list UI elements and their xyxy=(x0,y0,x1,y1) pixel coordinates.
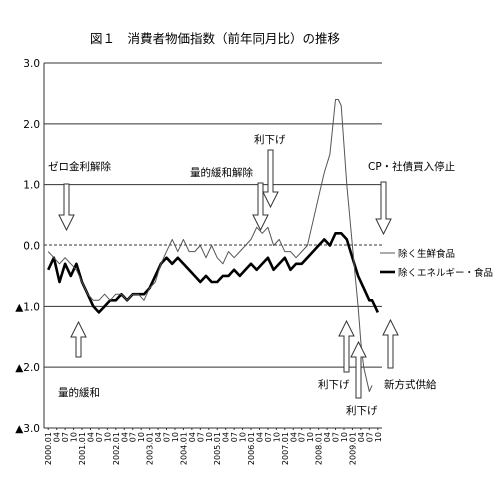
x-tick-label: 2003.01 xyxy=(146,432,155,465)
y-tick-label: ▲2.0 xyxy=(15,362,40,374)
x-tick-label: 10 xyxy=(103,432,112,442)
annotation-qe: 量的緩和 xyxy=(58,386,100,399)
x-tick-label: 04 xyxy=(323,432,332,442)
annotation-new-supply: 新方式供給 xyxy=(384,378,437,391)
x-tick-label: 07 xyxy=(95,432,104,442)
x-tick-label: 10 xyxy=(306,432,315,442)
x-tick-label: 04 xyxy=(154,432,163,442)
series-line-core-cpi xyxy=(47,99,373,392)
x-tick-label: 2001.01 xyxy=(78,432,87,465)
x-tick-label: 07 xyxy=(163,432,172,442)
x-tick-label: 10 xyxy=(239,432,248,442)
y-tick-label: 2.0 xyxy=(23,119,40,131)
x-tick-label: 04 xyxy=(289,432,298,442)
x-tick-label: 04 xyxy=(53,432,62,442)
annotations: ゼロ金利解除 量的緩和 量的緩和解除 利下げ CP・社債買入停止 利下げ 利下げ… xyxy=(48,134,455,417)
x-tick-label: 2006.01 xyxy=(247,432,256,465)
x-tick-label: 2008.01 xyxy=(315,432,324,465)
arrow-up-icon xyxy=(382,318,399,369)
x-tick-label: 04 xyxy=(222,432,231,442)
x-tick-label: 07 xyxy=(61,432,70,442)
x-tick-label: 2007.01 xyxy=(281,432,290,465)
x-tick-label: 2004.01 xyxy=(179,432,188,465)
arrow-up-icon xyxy=(350,340,367,399)
x-tick-label: 10 xyxy=(205,432,214,442)
x-tick-label: 2002.01 xyxy=(112,432,121,465)
y-tick-label: 3.0 xyxy=(23,58,40,70)
x-tick-label: 07 xyxy=(196,432,205,442)
x-tick-label: 04 xyxy=(120,432,129,442)
chart-title: 図１ 消費者物価指数（前年同月比）の推移 xyxy=(90,31,340,46)
annotation-zero-rate-exit: ゼロ金利解除 xyxy=(48,160,111,173)
y-axis-labels: 3.0 2.0 1.0 0.0 ▲1.0 ▲2.0 ▲3.0 xyxy=(15,58,40,435)
x-tick-label: 07 xyxy=(230,432,239,442)
x-tick-label: 10 xyxy=(137,432,146,442)
x-tick-label: 04 xyxy=(188,432,197,442)
x-tick-label: 07 xyxy=(332,432,341,442)
x-tick-label: 10 xyxy=(340,432,349,442)
arrow-up-icon xyxy=(70,320,87,358)
x-tick-label: 04 xyxy=(357,432,366,442)
x-axis-labels: 2000.01 04 07 10 2001.01 04 07 10 2002.01 04 07 10 2… xyxy=(44,428,383,465)
x-tick-label: 10 xyxy=(171,432,180,442)
x-tick-label: 04 xyxy=(255,432,264,442)
arrow-down-icon xyxy=(262,149,279,209)
annotation-rate-cut-2008a: 利下げ xyxy=(318,379,350,391)
y-tick-label: 1.0 xyxy=(23,180,40,192)
series-line-core-core-cpi xyxy=(47,232,379,314)
legend-label-core-core-cpi: 除くエネルギー・食品 xyxy=(398,267,493,279)
x-tick-label: 07 xyxy=(365,432,374,442)
x-tick-label: 10 xyxy=(70,432,79,442)
x-tick-label: 07 xyxy=(298,432,307,442)
x-tick-label: 07 xyxy=(264,432,273,442)
annotation-rate-cut-2008b: 利下げ xyxy=(346,405,378,417)
y-tick-label: 0.0 xyxy=(23,241,40,253)
legend-label-core-cpi: 除く生鮮食品 xyxy=(398,248,455,260)
annotation-cp-bond-stop: CP・社債買入停止 xyxy=(368,160,455,173)
arrow-down-icon xyxy=(375,181,392,236)
x-tick-label: 2005.01 xyxy=(213,432,222,465)
arrow-down-icon xyxy=(58,183,75,232)
y-tick-label: ▲1.0 xyxy=(15,301,40,313)
x-tick-label: 04 xyxy=(86,432,95,442)
legend: 除く生鮮食品 除くエネルギー・食品 xyxy=(380,248,493,279)
grid-lines xyxy=(44,62,382,368)
arrow-down-icon xyxy=(252,182,269,232)
x-tick-label: 2009.01 xyxy=(348,432,357,465)
x-tick-label: 07 xyxy=(129,432,138,442)
arrow-up-icon xyxy=(338,319,355,373)
annotation-qe-exit: 量的緩和解除 xyxy=(190,166,253,179)
y-tick-label: ▲3.0 xyxy=(15,423,40,435)
x-tick-label: 2000.01 xyxy=(44,432,53,465)
x-tick-label: 10 xyxy=(272,432,281,442)
x-tick-label: 10 xyxy=(374,432,383,442)
annotation-rate-cut-2006: 利下げ xyxy=(254,134,286,146)
